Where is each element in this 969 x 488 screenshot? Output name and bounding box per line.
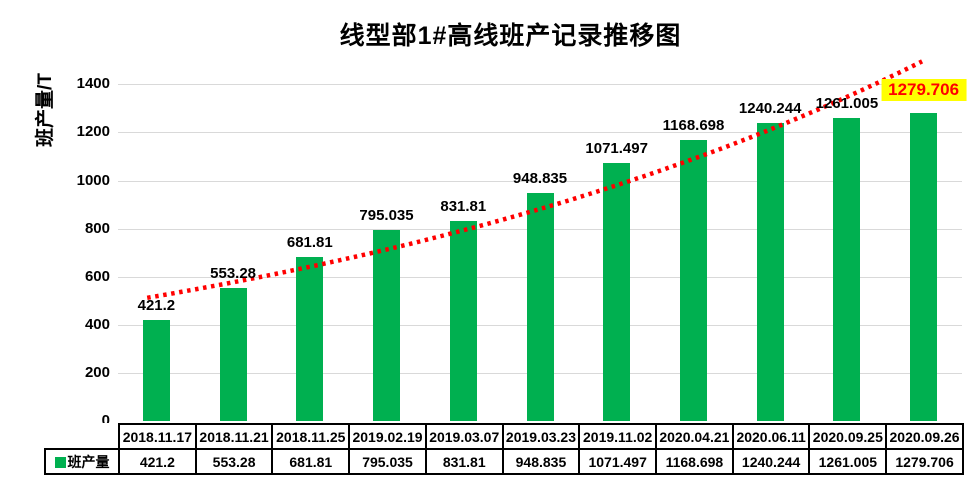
bar-value-label: 1240.244	[738, 99, 802, 117]
value-cell: 1261.005	[808, 448, 888, 475]
value-cell: 681.81	[271, 448, 351, 475]
bar-value-label: 795.035	[359, 206, 414, 224]
bar	[910, 113, 938, 421]
bar-value-label: 1168.698	[662, 116, 725, 134]
y-tick-label: 1000	[76, 171, 110, 189]
y-tick-label: 400	[84, 315, 110, 333]
category-header-cell: 2020.09.25	[808, 423, 888, 450]
table-corner-empty	[45, 424, 120, 450]
category-header-cell: 2018.11.25	[271, 423, 351, 450]
bar	[142, 319, 170, 421]
bar-value-label: 831.81	[440, 197, 487, 215]
bar	[756, 122, 784, 421]
bar-value-label: 681.81	[286, 234, 333, 252]
chart-title: 线型部1#高线班产记录推移图	[339, 22, 682, 50]
bar-value-label: 421.2	[137, 296, 176, 314]
bar	[833, 117, 861, 421]
value-cell: 553.28	[194, 448, 274, 475]
value-cell: 1279.706	[885, 448, 964, 475]
value-cell: 421.2	[118, 448, 197, 475]
value-cell: 1240.244	[731, 448, 811, 475]
y-tick-label: 200	[84, 363, 110, 381]
bar	[680, 139, 707, 421]
bar-value-label-highlighted: 1279.706	[881, 79, 967, 102]
y-tick-label: 1400	[76, 75, 110, 93]
bar	[603, 163, 631, 421]
category-header-cell: 2018.11.21	[194, 423, 274, 450]
legend-label: 班产量	[67, 453, 110, 470]
bar	[526, 192, 554, 421]
legend-swatch-icon	[54, 456, 66, 468]
category-header-cell: 2019.03.07	[424, 423, 504, 450]
value-cell: 1071.497	[578, 448, 658, 475]
bar-value-label: 948.835	[512, 169, 568, 187]
y-tick-label: 800	[84, 219, 110, 237]
category-header-cell: 2020.09.26	[885, 423, 964, 450]
data-table: 2018.11.17 2018.11.21 2018.11.25 2019.02.19…	[44, 423, 964, 475]
value-cell: 1168.698	[655, 448, 734, 475]
bar-value-label: 553.28	[210, 264, 257, 282]
category-header-cell: 2020.04.21	[655, 423, 734, 450]
category-header-cell: 2019.11.02	[578, 423, 658, 450]
category-header-cell: 2019.02.19	[348, 423, 427, 450]
gridline	[118, 84, 962, 86]
bar	[219, 287, 247, 421]
category-header-cell: 2018.11.17	[118, 423, 197, 450]
category-header-cell: 2019.03.23	[501, 423, 581, 450]
bar-value-label: 1261.005	[815, 94, 879, 112]
bar-value-label: 1071.497	[585, 140, 648, 158]
value-cell: 948.835	[501, 448, 581, 475]
category-header-cell: 2020.06.11	[731, 423, 811, 450]
y-axis-title: 班产量/T	[35, 73, 56, 147]
value-cell: 831.81	[424, 448, 504, 475]
value-cell: 795.035	[348, 448, 427, 475]
y-tick-label: 1200	[76, 123, 110, 141]
bar	[449, 220, 477, 421]
bar	[373, 229, 400, 421]
y-tick-label: 0	[101, 412, 110, 429]
y-tick-label: 600	[84, 267, 110, 285]
legend-cell: 班产量	[44, 448, 120, 475]
bar	[296, 257, 324, 421]
